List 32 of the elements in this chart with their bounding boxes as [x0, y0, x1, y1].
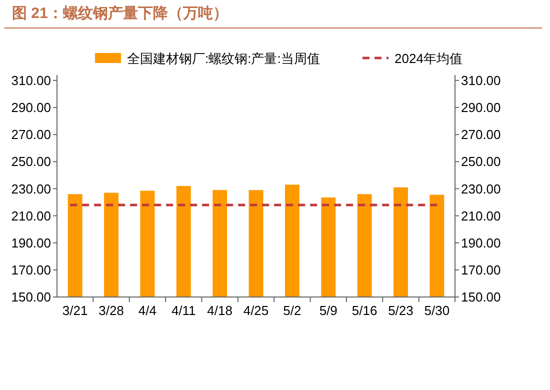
y-tick-label: 230.00 [11, 181, 51, 196]
y2-tick-label: 310.00 [461, 72, 501, 88]
legend-label: 全国建材钢厂:螺纹钢:产量:当周值 [127, 51, 320, 66]
chart-title: 图 21：螺纹钢产量下降（万吨） [12, 5, 228, 22]
y2-tick-label: 210.00 [461, 208, 501, 224]
y-tick-label: 250.00 [11, 154, 51, 170]
y2-tick-label: 250.00 [461, 154, 501, 170]
x-tick-label: 5/30 [424, 303, 450, 318]
y2-tick-label: 270.00 [461, 127, 501, 142]
x-tick-label: 5/9 [319, 303, 338, 318]
y-tick-label: 270.00 [11, 127, 51, 142]
y2-tick-label: 170.00 [461, 262, 501, 278]
y2-tick-label: 230.00 [461, 181, 501, 196]
x-tick-label: 3/28 [98, 303, 124, 318]
x-tick-label: 5/16 [352, 303, 378, 318]
y-tick-label: 210.00 [11, 208, 51, 224]
x-tick-label: 4/25 [243, 303, 269, 318]
x-tick-label: 5/2 [283, 303, 302, 318]
y-tick-label: 170.00 [11, 262, 51, 278]
x-tick-label: 5/23 [388, 303, 414, 318]
y2-tick-label: 190.00 [461, 235, 501, 250]
x-tick-label: 4/11 [171, 303, 196, 318]
y2-tick-label: 290.00 [461, 100, 501, 116]
y-tick-label: 190.00 [11, 235, 51, 250]
y-tick-label: 150.00 [11, 290, 51, 305]
x-tick-label: 3/21 [62, 303, 88, 318]
legend-label: 2024年均值 [394, 51, 462, 66]
y2-tick-label: 150.00 [461, 290, 501, 305]
x-tick-label: 4/18 [207, 303, 232, 318]
x-tick-label: 4/4 [138, 303, 156, 318]
y-tick-label: 310.00 [11, 72, 51, 88]
y-tick-label: 290.00 [11, 100, 51, 116]
